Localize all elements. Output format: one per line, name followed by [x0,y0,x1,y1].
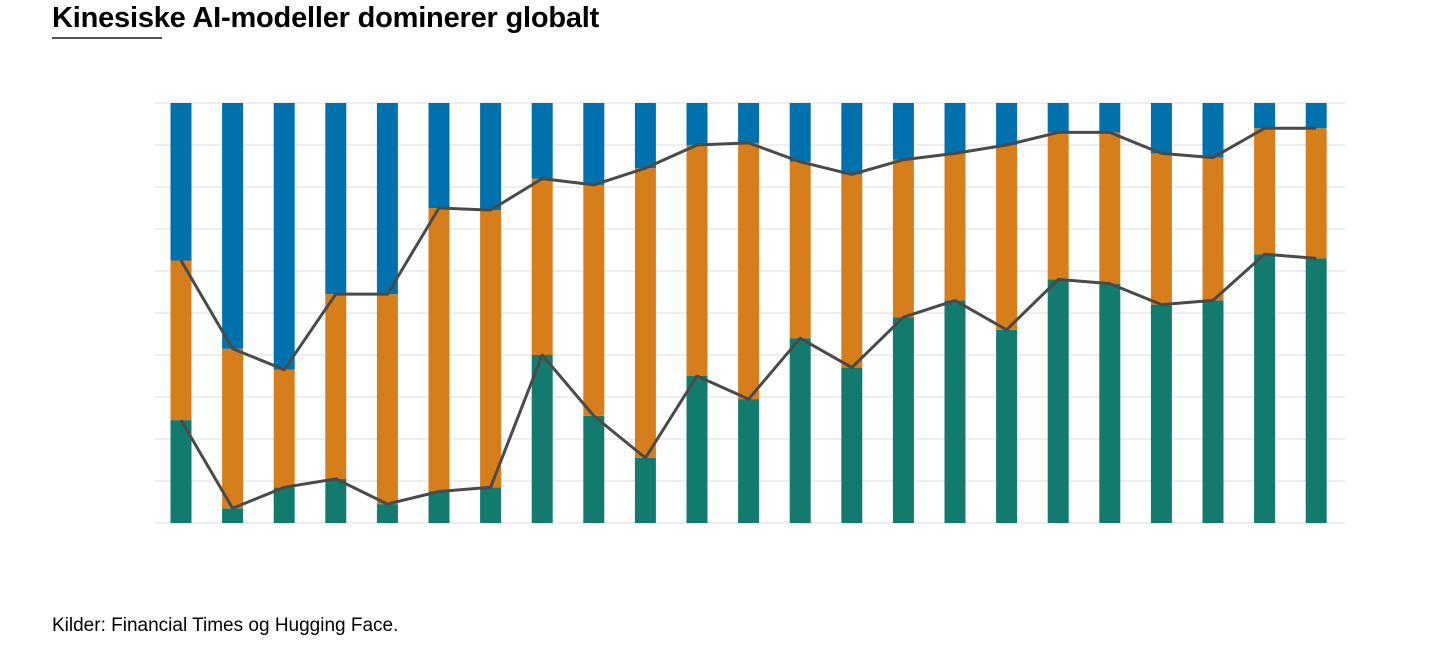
bar-segment-2 [531,178,553,355]
bar-segment-3 [1254,103,1276,129]
bar-segment-3 [892,103,914,160]
bar-segment-1 [1150,304,1172,523]
bar-segment-1 [634,457,656,523]
bar-segment-1 [738,399,760,523]
bar-segment-1 [841,367,863,523]
stacked-bar-chart [155,102,1345,524]
bar-segment-3 [170,103,192,261]
bar-segment-3 [944,103,966,154]
bar-segment-2 [1047,132,1069,280]
bar-segment-2 [789,161,811,339]
bar-segment-1 [428,491,450,523]
bar-segment-2 [1099,132,1121,284]
bar-segment-3 [1305,103,1327,129]
bar-segment-3 [531,103,553,179]
bar-segment-3 [376,103,398,295]
bar-segment-2 [1254,128,1276,255]
bar-segment-1 [222,508,244,523]
source-note: Kilder: Financial Times og Hugging Face. [52,615,399,636]
bar-segment-3 [1150,103,1172,154]
bar-segment-2 [1150,153,1172,305]
bar-segment-2 [325,294,347,479]
bar-segment-2 [428,208,450,492]
bar-segment-2 [170,260,192,421]
bar-segment-2 [841,174,863,368]
bar-segment-1 [1047,279,1069,523]
bar-segment-2 [376,294,398,505]
bar-segment-3 [325,103,347,295]
bar-segment-2 [686,145,708,376]
bar-segment-1 [583,415,605,523]
bar-segment-1 [1202,300,1224,523]
bar-segment-3 [686,103,708,145]
bar-segment-3 [1047,103,1069,133]
bar-segment-1 [1305,258,1327,523]
bar-segment-3 [480,103,502,211]
boundary-line-2 [179,126,1317,372]
bar-segment-3 [1099,103,1121,133]
bar-segment-2 [583,184,605,416]
bar-segment-1 [892,317,914,523]
bar-segment-2 [480,210,502,488]
bar-segment-1 [531,355,553,523]
chart-title: Kinesiske AI-modeller dominerer globalt [52,2,600,34]
bar-segment-1 [325,478,347,523]
bar-segment-2 [634,168,656,458]
bar-segment-1 [686,376,708,523]
bar-segment-3 [738,103,760,143]
bar-segment-2 [273,369,295,488]
bar-segment-2 [1202,157,1224,301]
bar-segment-2 [944,153,966,301]
bar-segment-3 [428,103,450,208]
bar-segment-3 [634,103,656,169]
bar-segment-1 [376,504,398,523]
boundary-line-1 [179,252,1317,510]
bar-segment-1 [273,487,295,523]
bar-segment-3 [222,103,244,349]
bar-segment-3 [841,103,863,175]
bar-segment-3 [996,103,1018,145]
bar-segment-1 [480,487,502,523]
bar-segment-2 [738,142,760,400]
bar-segment-2 [1305,128,1327,259]
title-underline [52,37,162,39]
bar-segment-2 [222,348,244,509]
bar-segment-2 [892,159,914,318]
bar-segment-3 [1202,103,1224,158]
bar-segment-3 [789,103,811,162]
bar-segment-1 [170,420,192,523]
bar-segment-1 [996,329,1018,523]
bar-segment-1 [789,338,811,523]
bar-segment-1 [944,300,966,523]
bar-segment-1 [1099,283,1121,523]
bar-segment-3 [273,103,295,370]
bar-segment-2 [996,145,1018,330]
bar-segment-3 [583,103,605,185]
bar-segment-1 [1254,254,1276,523]
